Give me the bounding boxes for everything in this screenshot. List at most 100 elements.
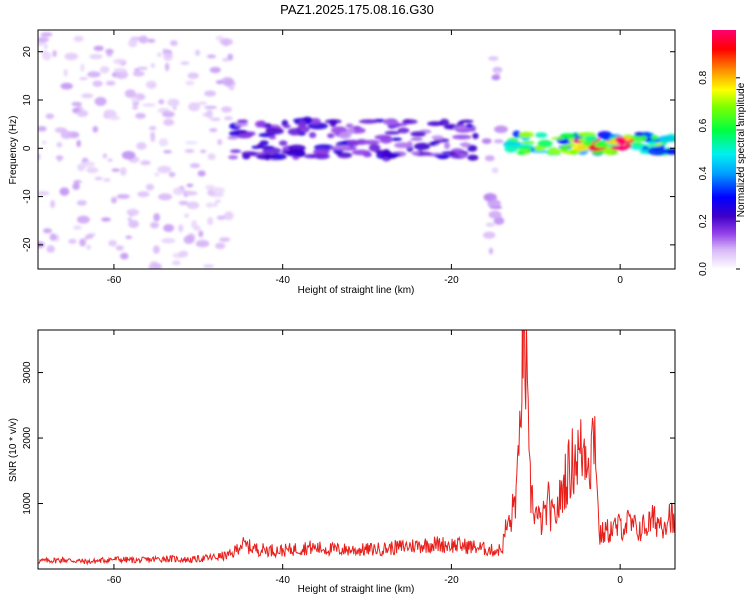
- heatmap-blob-22: [79, 77, 88, 81]
- top-yticks-label-2: 0: [22, 145, 33, 151]
- heatmap-blob-358: [485, 195, 492, 201]
- heatmap-blob-41: [93, 45, 104, 51]
- heatmap-blob-319: [298, 120, 307, 129]
- heatmap-blob-266: [327, 133, 335, 139]
- heatmap-blob-23: [94, 96, 107, 106]
- heatmap-blob-0: [158, 193, 173, 201]
- heatmap-blob-144: [132, 105, 139, 110]
- top-yticks-label-1: -10: [22, 189, 33, 204]
- heatmap-blob-282: [472, 132, 479, 140]
- heatmap-blob-425: [504, 144, 518, 153]
- heatmap-blob-69: [224, 80, 233, 85]
- heatmap-blob-465: [634, 132, 645, 137]
- spectrogram-y-ticks: -20 -10 0 10 20: [22, 46, 675, 252]
- heatmap-blob-432: [560, 144, 569, 153]
- heatmap-blob-414: [531, 149, 549, 154]
- heatmap-blob-461: [647, 140, 657, 146]
- heatmap-blob-289: [307, 122, 328, 130]
- heatmap-blob-313: [338, 131, 352, 139]
- heatmap-blob-227: [351, 149, 371, 156]
- heatmap-blob-123: [206, 54, 216, 59]
- heatmap-blob-49: [207, 217, 214, 226]
- heatmap-blob-56: [189, 163, 201, 169]
- heatmap-blob-85: [137, 191, 150, 198]
- heatmap-blob-9: [197, 101, 208, 106]
- heatmap-blob-205: [195, 49, 201, 56]
- heatmap-blob-160: [213, 202, 218, 208]
- heatmap-blob-340: [294, 149, 306, 158]
- heatmap-blob-271: [241, 151, 258, 157]
- heatmap-blob-5: [105, 48, 114, 55]
- heatmap-blob-165: [111, 196, 117, 204]
- heatmap-blob-288: [337, 152, 353, 159]
- heatmap-blob-350: [313, 153, 330, 160]
- spectrogram-panel: -60 -40 -20 0 -20 -10 0 10 20 Height of straigh…: [8, 29, 676, 296]
- heatmap-blob-183: [60, 130, 72, 139]
- heatmap-blob-189: [107, 158, 113, 162]
- snr-x-ticks: -60 -40 -20 0: [107, 330, 623, 586]
- heatmap-blob-132: [204, 90, 217, 97]
- heatmap-blob-128: [76, 140, 81, 148]
- heatmap-blob-117: [227, 53, 234, 61]
- heatmap-blob-326: [333, 145, 351, 150]
- heatmap-blob-328: [386, 153, 397, 159]
- heatmap-blob-167: [73, 225, 82, 231]
- heatmap-blob-134: [49, 233, 57, 241]
- heatmap-blob-51: [167, 98, 180, 107]
- heatmap-blob-356: [491, 167, 499, 174]
- heatmap-blob-363: [493, 216, 505, 225]
- heatmap-blob-152: [133, 68, 140, 72]
- heatmap-blob-1: [163, 224, 175, 233]
- heatmap-blob-96: [187, 72, 199, 79]
- heatmap-blob-42: [205, 202, 214, 208]
- heatmap-blob-265: [309, 132, 317, 139]
- heatmap-blob-87: [114, 70, 129, 79]
- heatmap-blob-290: [397, 127, 410, 134]
- heatmap-blob-177: [50, 200, 55, 209]
- heatmap-blob-157: [46, 245, 55, 253]
- heatmap-blob-19: [128, 219, 140, 229]
- heatmap-blob-84: [180, 61, 190, 65]
- heatmap-blob-172: [215, 199, 221, 203]
- heatmap-blob-154: [162, 111, 175, 118]
- heatmap-blob-12: [84, 235, 89, 241]
- heatmap-blob-91: [89, 54, 103, 60]
- figure-title: PAZ1.2025.175.08.16.G30: [280, 2, 434, 17]
- heatmap-blob-188: [215, 242, 226, 250]
- snr-x-label: Height of straight line (km): [298, 584, 415, 595]
- heatmap-blob-292: [362, 139, 381, 145]
- heatmap-blob-161: [207, 153, 216, 161]
- heatmap-blob-270: [329, 119, 337, 128]
- heatmap-blob-199: [101, 217, 111, 222]
- heatmap-blob-25: [135, 112, 146, 119]
- heatmap-blob-193: [210, 117, 221, 122]
- heatmap-blob-3: [77, 215, 90, 224]
- heatmap-blob-203: [106, 53, 113, 57]
- heatmap-blob-369: [488, 210, 502, 219]
- heatmap-blob-133: [222, 58, 229, 62]
- heatmap-blob-176: [178, 200, 189, 206]
- heatmap-blob-359: [494, 125, 508, 134]
- heatmap-blob-457: [664, 148, 675, 155]
- colorbar-tick-label-0: 0.0: [698, 262, 709, 276]
- heatmap-blob-146: [92, 126, 99, 133]
- heatmap-blob-280: [413, 142, 431, 150]
- heatmap-blob-206: [209, 128, 218, 133]
- bot-yticks-label-1: 2000: [22, 426, 33, 449]
- heatmap-blob-452: [516, 150, 526, 155]
- heatmap-blob-204: [212, 187, 225, 194]
- heatmap-blob-115: [173, 187, 184, 196]
- heatmap-blob-18: [188, 102, 201, 112]
- heatmap-blob-155: [42, 140, 47, 145]
- heatmap-blob-173: [183, 235, 195, 244]
- heatmap-blob-349: [434, 154, 451, 158]
- heatmap-blob-448: [569, 149, 578, 155]
- heatmap-blob-95: [81, 161, 96, 168]
- heatmap-blob-339: [346, 139, 360, 147]
- colorbar-tick-label-4: 0.8: [698, 70, 709, 84]
- top-xticks-label-1: -40: [275, 275, 290, 286]
- heatmap-blob-140: [38, 153, 41, 160]
- heatmap-blob-50: [186, 201, 200, 210]
- heatmap-blob-337: [358, 119, 378, 124]
- heatmap-blob-336: [383, 118, 399, 126]
